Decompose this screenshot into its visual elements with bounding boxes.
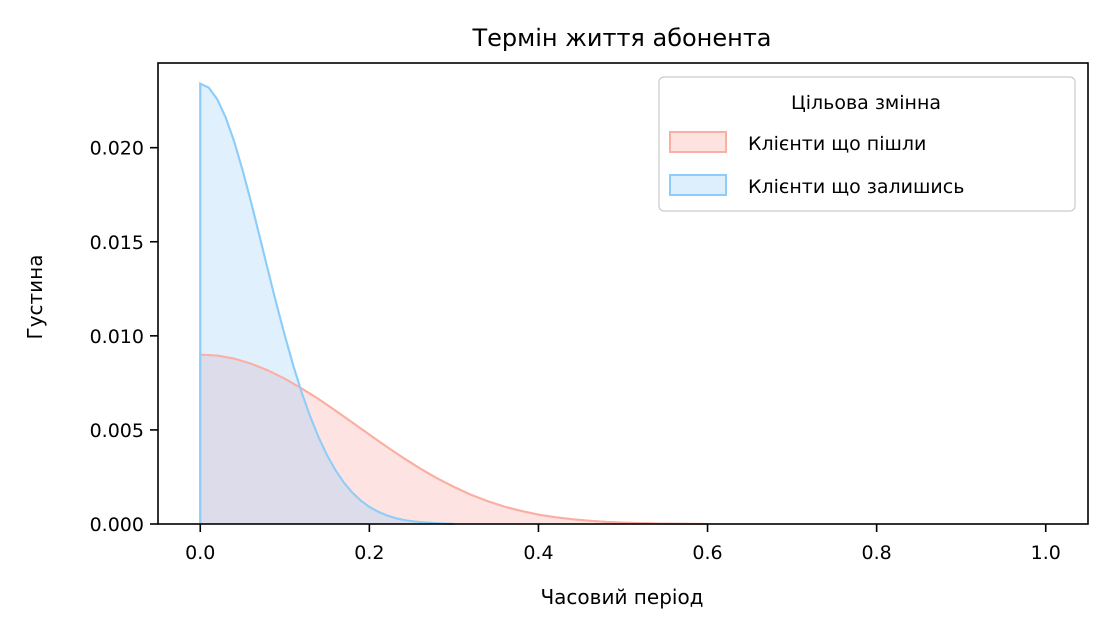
legend-swatch-stayed: [669, 174, 727, 196]
y-tick-label: 0.005: [90, 420, 144, 442]
legend-title: Цільова змінна: [791, 92, 941, 114]
y-tick-label: 0.000: [90, 514, 144, 536]
x-tick-label: 0.6: [692, 542, 722, 564]
x-tick-label: 0.0: [185, 542, 215, 564]
x-tick-label: 0.2: [354, 542, 384, 564]
legend-label-left: Клієнти що пішли: [748, 133, 926, 155]
x-tick-label: 1.0: [1031, 542, 1061, 564]
overlap-area: [200, 354, 454, 524]
legend: Цільова змінна Клієнти що пішли Клієнти …: [658, 76, 1076, 212]
axes-frame: [157, 62, 1089, 525]
x-axis: 0.0 0.2 0.4 0.6 0.8 1.0: [185, 524, 1061, 564]
series-outline-0: [199, 353, 708, 525]
x-tick-label: 0.4: [523, 542, 553, 564]
legend-label-stayed: Клієнти що залишись: [748, 176, 964, 198]
chart-title: Термін життя абонента: [471, 24, 771, 52]
x-axis-label: Часовий період: [540, 585, 703, 609]
y-tick-label: 0.010: [90, 326, 144, 348]
y-axis: 0.000 0.005 0.010 0.015 0.020: [90, 138, 158, 536]
y-tick-label: 0.015: [90, 232, 144, 254]
x-tick-label: 0.8: [862, 542, 892, 564]
legend-box: [658, 76, 1076, 212]
series-outline-1: [199, 82, 454, 525]
y-axis-label: Густина: [23, 254, 47, 339]
y-tick-label: 0.020: [90, 138, 144, 160]
legend-swatch-left: [669, 131, 727, 153]
plot-area: [157, 62, 1089, 525]
